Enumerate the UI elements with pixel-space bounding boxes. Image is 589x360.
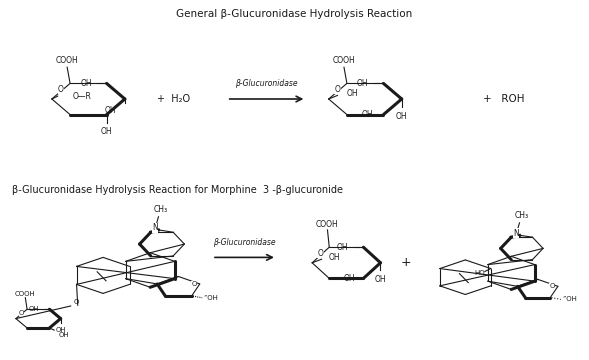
Text: ’’OH: ’’OH — [203, 295, 219, 301]
Text: O—R: O—R — [72, 91, 91, 100]
Text: OH: OH — [104, 106, 116, 115]
Text: O: O — [19, 310, 24, 316]
Text: O: O — [550, 283, 555, 289]
Text: HO: HO — [474, 270, 485, 276]
Text: OH: OH — [375, 275, 386, 284]
Text: O: O — [74, 299, 79, 305]
Text: OH: OH — [362, 110, 373, 119]
Text: COOH: COOH — [15, 291, 36, 297]
Text: O: O — [58, 85, 64, 94]
Text: O: O — [191, 281, 197, 287]
Text: ’’OH: ’’OH — [562, 296, 577, 302]
Text: OH: OH — [101, 127, 112, 136]
Text: O: O — [318, 249, 323, 258]
Text: COOH: COOH — [333, 57, 355, 66]
Text: N: N — [513, 229, 519, 238]
Text: OH: OH — [80, 79, 92, 88]
Text: β-Glucuronidase: β-Glucuronidase — [235, 79, 297, 88]
Text: OH: OH — [357, 79, 369, 88]
Text: N: N — [152, 223, 158, 233]
Text: β-Glucuronidase: β-Glucuronidase — [213, 238, 276, 247]
Text: OH: OH — [396, 112, 408, 121]
Text: O: O — [335, 85, 340, 94]
Text: β-Glucuronidase Hydrolysis Reaction for Morphine  3 -β-glucuronide: β-Glucuronidase Hydrolysis Reaction for … — [12, 185, 343, 195]
Text: OH: OH — [58, 332, 69, 338]
Text: OH: OH — [329, 253, 340, 262]
Text: CH₃: CH₃ — [154, 205, 168, 214]
Text: COOH: COOH — [316, 220, 339, 229]
Text: COOH: COOH — [56, 57, 78, 66]
Text: +  H₂O: + H₂O — [157, 94, 190, 104]
Text: OH: OH — [55, 327, 66, 333]
Text: OH: OH — [344, 274, 356, 283]
Text: OH: OH — [337, 243, 349, 252]
Text: General β-Glucuronidase Hydrolysis Reaction: General β-Glucuronidase Hydrolysis React… — [176, 9, 413, 19]
Text: +: + — [401, 256, 412, 269]
Text: OH: OH — [346, 89, 358, 98]
Text: +   ROH: + ROH — [483, 94, 524, 104]
Text: CH₃: CH₃ — [515, 211, 529, 220]
Text: OH: OH — [28, 306, 39, 312]
